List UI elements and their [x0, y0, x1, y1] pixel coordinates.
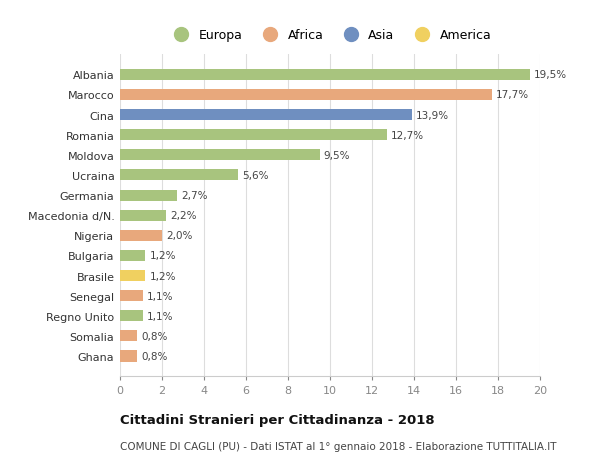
Text: 1,2%: 1,2% — [149, 251, 176, 261]
Bar — [120, 291, 143, 302]
Bar — [120, 351, 137, 362]
Bar — [120, 150, 320, 161]
Text: 17,7%: 17,7% — [496, 90, 529, 100]
Text: Cittadini Stranieri per Cittadinanza - 2018: Cittadini Stranieri per Cittadinanza - 2… — [120, 413, 434, 426]
Text: 2,7%: 2,7% — [181, 190, 208, 201]
Bar — [120, 110, 412, 121]
Text: 1,1%: 1,1% — [148, 311, 174, 321]
Bar — [120, 311, 143, 322]
Bar — [120, 130, 387, 141]
Text: 2,0%: 2,0% — [166, 231, 193, 241]
Text: 1,2%: 1,2% — [149, 271, 176, 281]
Bar — [120, 270, 145, 281]
Bar — [120, 330, 137, 341]
Bar — [120, 210, 166, 221]
Text: 19,5%: 19,5% — [534, 70, 567, 80]
Text: 12,7%: 12,7% — [391, 130, 424, 140]
Text: 9,5%: 9,5% — [324, 151, 350, 161]
Text: 0,8%: 0,8% — [141, 351, 167, 361]
Text: 2,2%: 2,2% — [170, 211, 197, 221]
Bar — [120, 90, 492, 101]
Text: 5,6%: 5,6% — [242, 171, 268, 180]
Text: COMUNE DI CAGLI (PU) - Dati ISTAT al 1° gennaio 2018 - Elaborazione TUTTITALIA.I: COMUNE DI CAGLI (PU) - Dati ISTAT al 1° … — [120, 441, 557, 451]
Bar — [120, 230, 162, 241]
Bar — [120, 190, 176, 201]
Text: 0,8%: 0,8% — [141, 331, 167, 341]
Legend: Europa, Africa, Asia, America: Europa, Africa, Asia, America — [164, 24, 496, 47]
Bar — [120, 170, 238, 181]
Bar — [120, 70, 530, 81]
Text: 13,9%: 13,9% — [416, 110, 449, 120]
Bar — [120, 250, 145, 262]
Text: 1,1%: 1,1% — [148, 291, 174, 301]
